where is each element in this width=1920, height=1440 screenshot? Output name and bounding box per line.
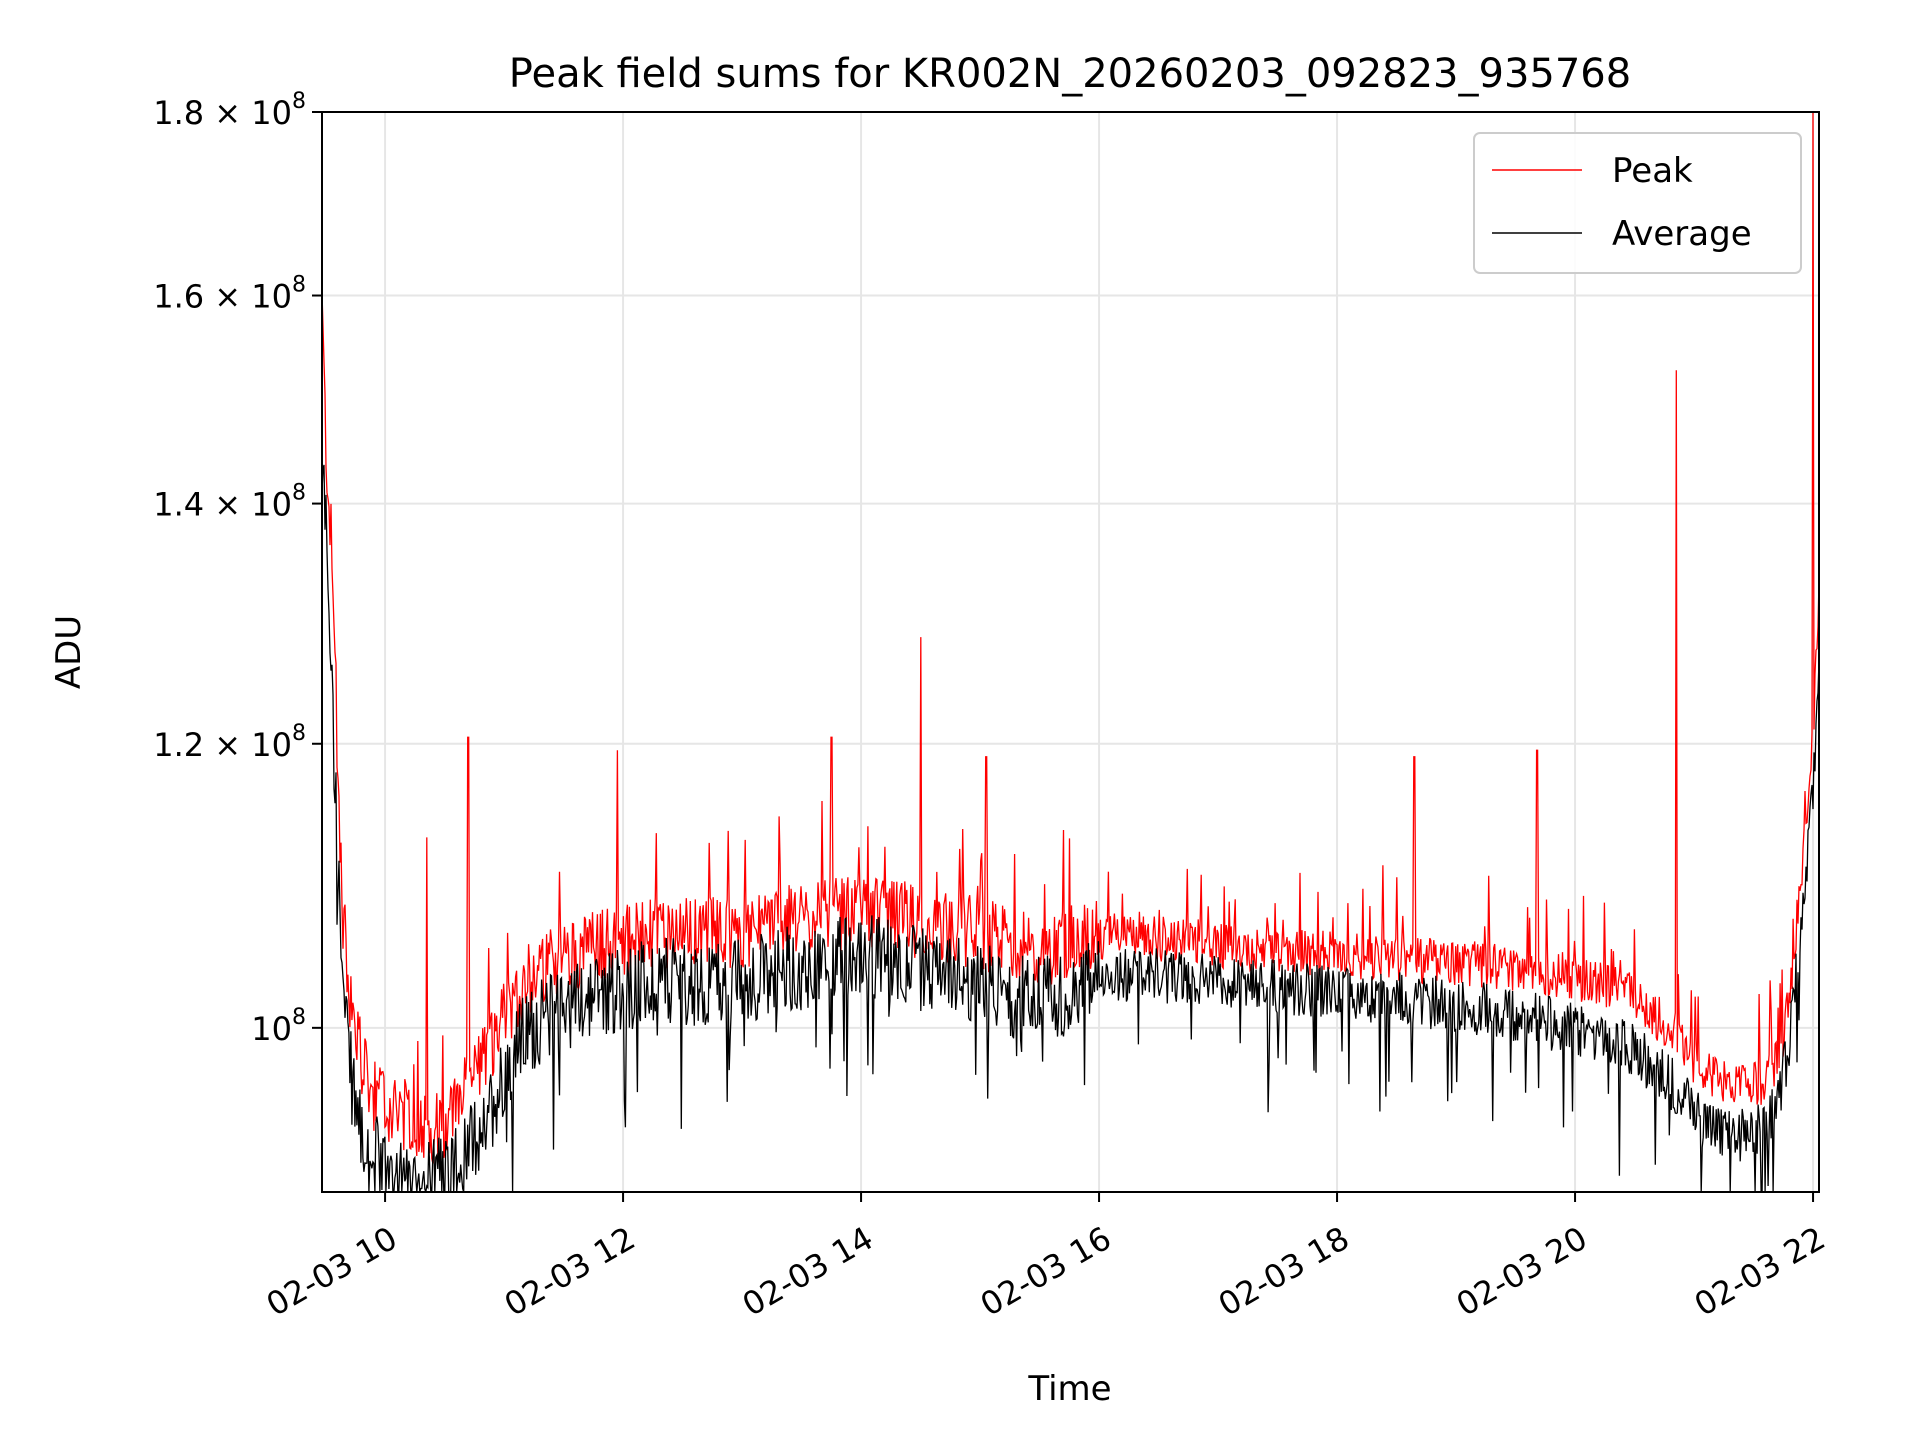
axes-frame [321, 111, 1820, 1193]
series-layer [322, 112, 1819, 1192]
y-tick-mantissa: 1.2 × 10 [153, 726, 292, 764]
legend-label-peak: Peak [1612, 151, 1693, 191]
legend: Peak Average [1473, 132, 1802, 274]
x-axis-label: Time [1027, 1369, 1111, 1409]
legend-label-average: Average [1612, 214, 1752, 254]
y-tick-mantissa: 1.8 × 10 [153, 94, 292, 132]
y-tick-exponent: 8 [292, 273, 306, 298]
grid-lines [322, 112, 1819, 1192]
y-tick-label: 1.8 × 108 [153, 89, 306, 132]
y-tick-exponent: 8 [292, 721, 306, 746]
y-tick-mantissa: 1.6 × 10 [153, 278, 292, 316]
y-tick-label: 1.6 × 108 [153, 273, 306, 316]
chart-title: Peak field sums for KR002N_20260203_0928… [509, 51, 1631, 97]
y-tick-label: 1.4 × 108 [153, 481, 306, 524]
y-tick-exponent: 8 [292, 481, 306, 506]
y-tick-label: 108 [251, 1005, 306, 1048]
y-tick-mantissa: 1.4 × 10 [153, 486, 292, 524]
y-tick-label: 1.2 × 108 [153, 721, 306, 764]
legend-box [1473, 132, 1802, 274]
y-tick-exponent: 8 [292, 1005, 306, 1030]
y-tick-mantissa: 10 [251, 1010, 292, 1048]
y-axis-label: ADU [49, 615, 89, 689]
y-tick-exponent: 8 [292, 89, 306, 114]
series-line-average [322, 464, 1819, 1192]
